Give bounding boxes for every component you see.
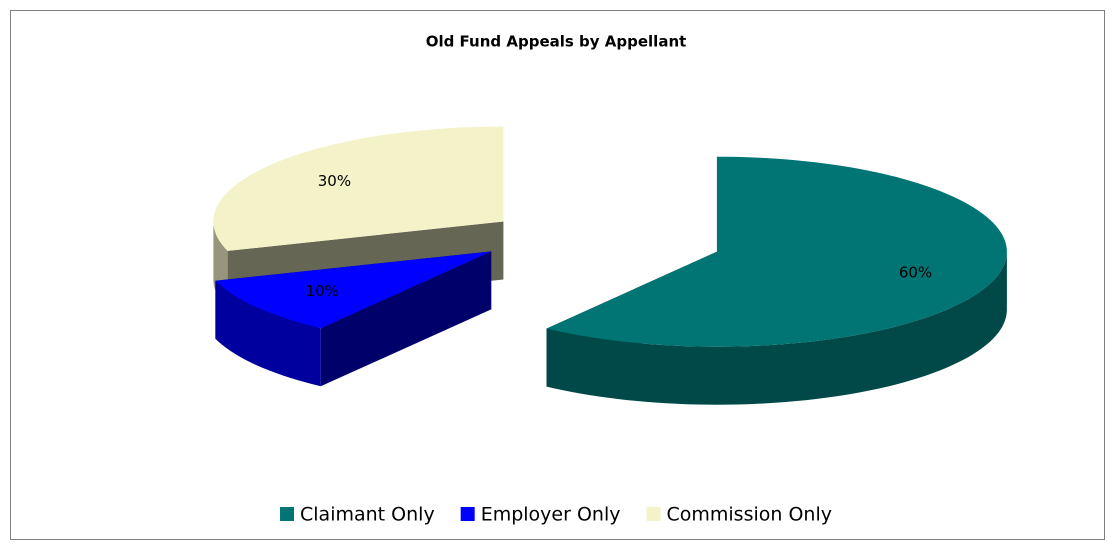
pie-slice bbox=[546, 156, 1007, 405]
legend-swatch bbox=[280, 507, 295, 521]
data-label: 10% bbox=[306, 282, 339, 300]
slice-wall bbox=[546, 251, 1007, 405]
slice-top bbox=[215, 251, 492, 329]
chart-title: Old Fund Appeals by Appellant bbox=[426, 33, 687, 51]
legend: Claimant Only Employer Only Commission Onl… bbox=[280, 504, 832, 526]
legend-label: Commission Only bbox=[666, 504, 832, 526]
data-label: 30% bbox=[318, 172, 351, 190]
slice-top bbox=[546, 156, 1007, 347]
legend-swatch bbox=[460, 507, 475, 521]
legend-swatch bbox=[646, 507, 661, 521]
legend-label: Claimant Only bbox=[300, 504, 435, 526]
data-label: 60% bbox=[899, 263, 932, 281]
legend-label: Employer Only bbox=[481, 504, 621, 526]
pie-slice bbox=[215, 251, 492, 387]
slice-wall bbox=[215, 280, 321, 387]
slice-top bbox=[213, 126, 504, 251]
